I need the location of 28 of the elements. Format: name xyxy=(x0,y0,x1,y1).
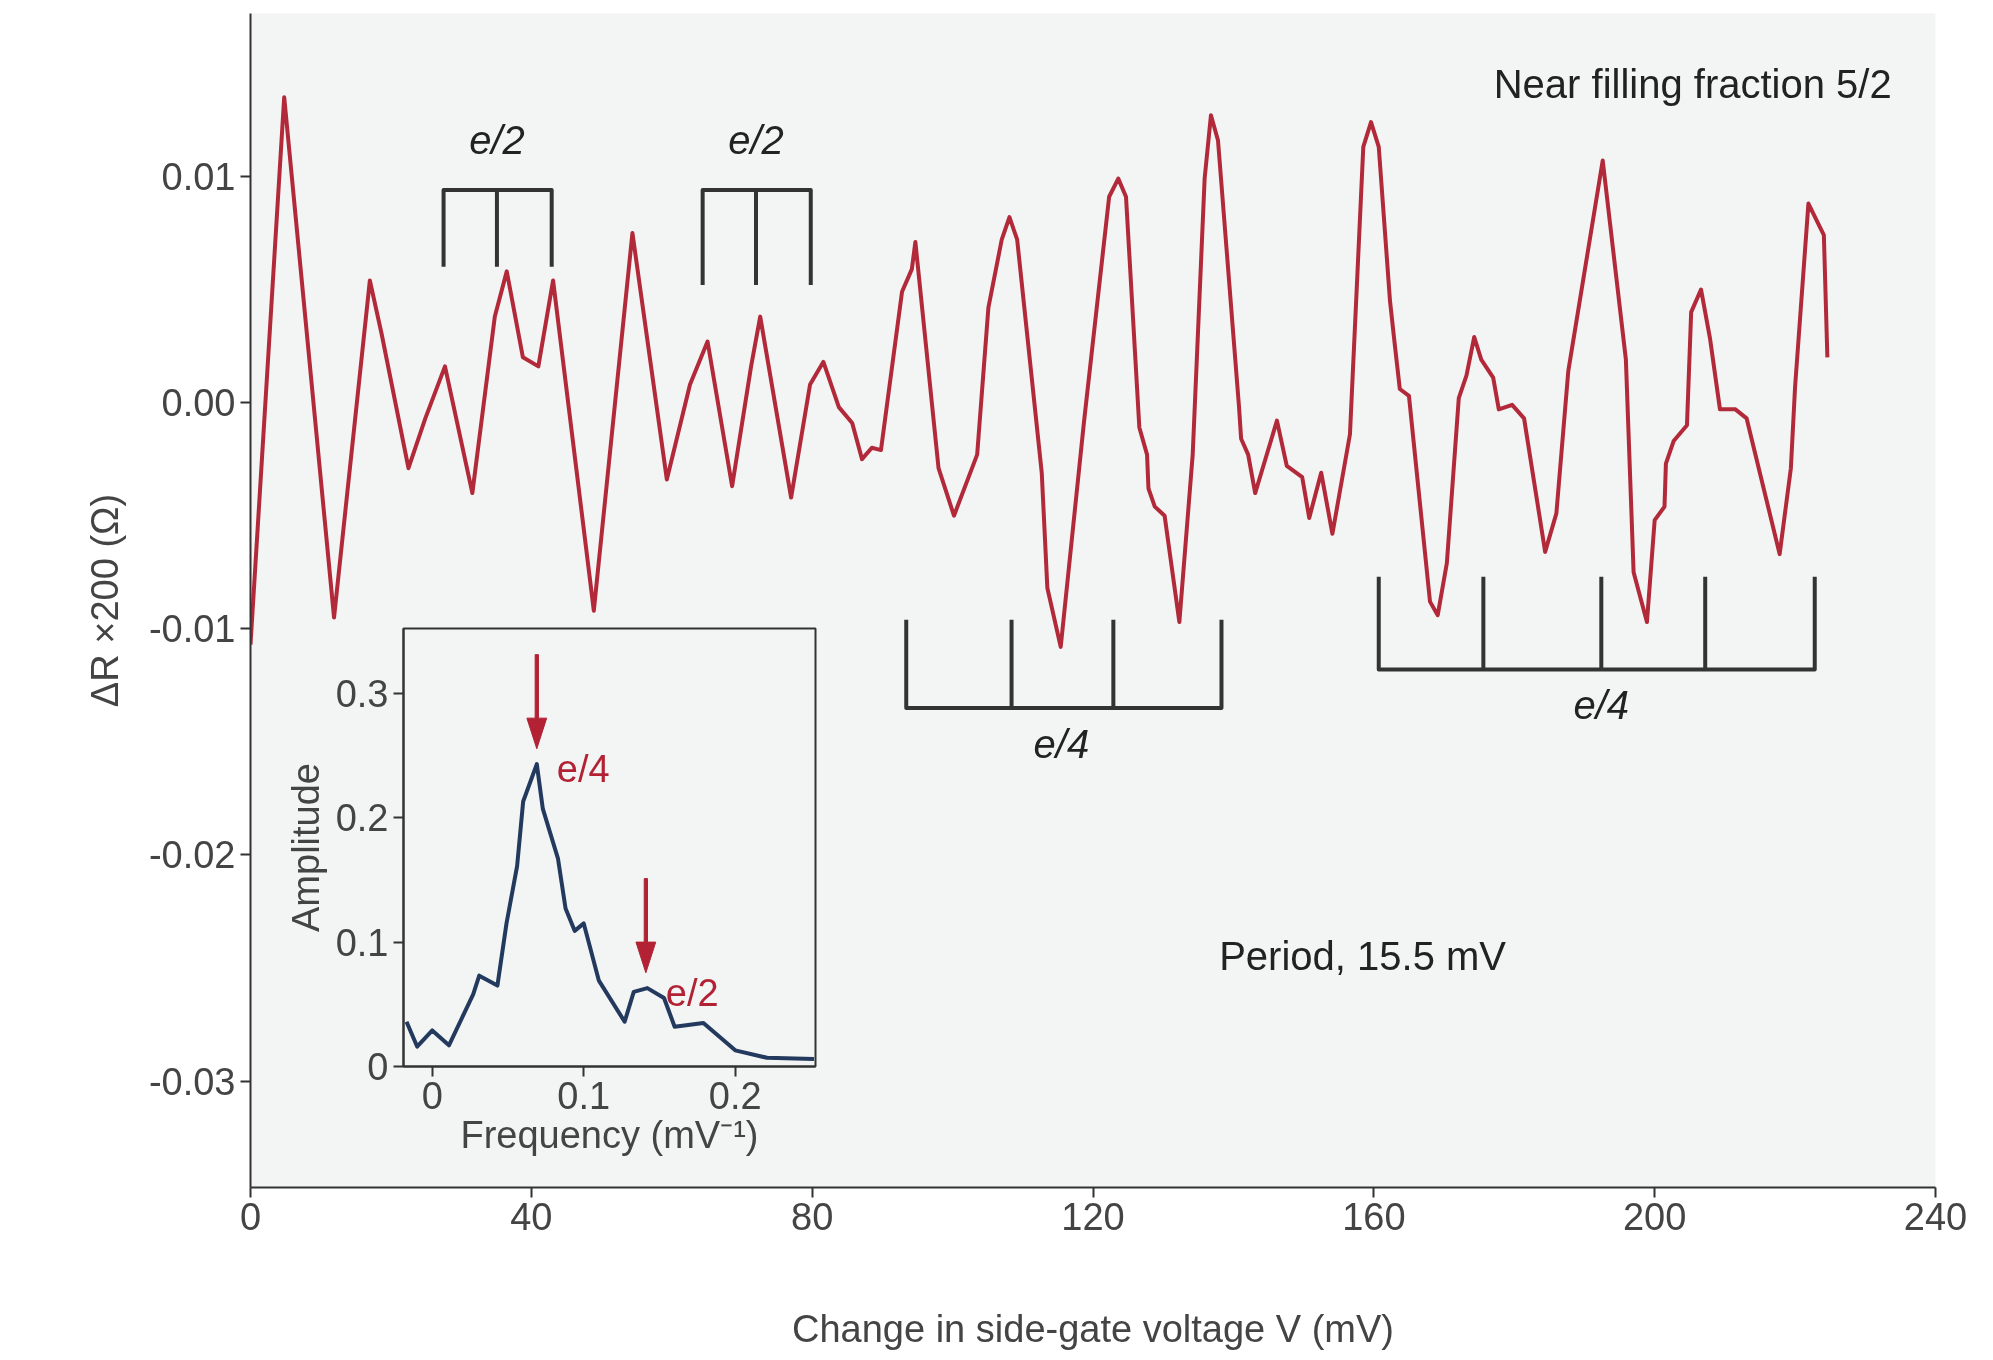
y-tick-label: -0.03 xyxy=(148,1060,236,1103)
annotation: e/2 xyxy=(728,117,784,162)
y-tick-label: 0.01 xyxy=(161,155,236,198)
annotation: e/2 xyxy=(665,972,719,1015)
annotation: Near filling fraction 5/2 xyxy=(1493,61,1892,106)
x-tick-label: 120 xyxy=(1061,1195,1125,1238)
x-tick-label: 160 xyxy=(1342,1195,1406,1238)
x-tick-label: 200 xyxy=(1622,1195,1687,1238)
x-tick-label: 80 xyxy=(791,1195,834,1238)
annotation: e/4 xyxy=(556,748,610,791)
y-tick-label: -0.02 xyxy=(148,834,236,877)
x-tick-label: 0 xyxy=(239,1195,262,1238)
y-axis-title: Amplitude xyxy=(284,763,327,932)
y-axis-title: ΔR ×200 (Ω) xyxy=(83,493,126,708)
annotation: e/4 xyxy=(1033,721,1090,766)
y-tick-label: 0.00 xyxy=(161,382,236,425)
annotation: e/2 xyxy=(469,117,525,162)
x-tick-label: 240 xyxy=(1903,1195,1968,1238)
y-tick-label: -0.01 xyxy=(148,608,236,651)
y-tick-label: 0 xyxy=(367,1046,389,1088)
x-axis-title: Change in side-gate voltage V (mV) xyxy=(792,1307,1395,1350)
y-tick-label: 0.1 xyxy=(335,921,389,964)
y-tick-label: 0.3 xyxy=(335,672,389,715)
x-tick-label: 0 xyxy=(421,1074,443,1117)
x-tick-label: 40 xyxy=(510,1195,553,1238)
y-tick-label: 0.2 xyxy=(335,797,389,840)
annotation: e/4 xyxy=(1573,683,1630,728)
annotation: Period, 15.5 mV xyxy=(1219,934,1507,979)
